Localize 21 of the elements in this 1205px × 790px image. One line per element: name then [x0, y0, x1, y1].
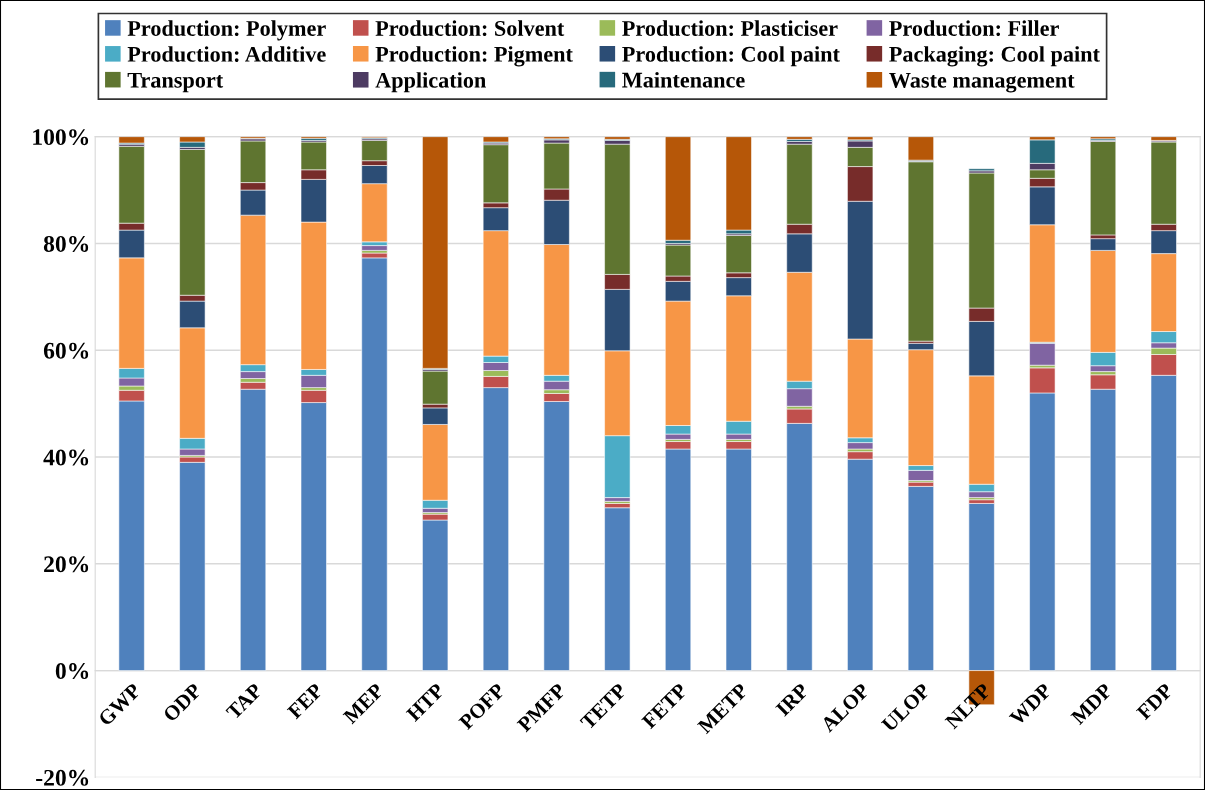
y-tick-label: 60%: [43, 342, 89, 359]
legend-label: Production: Additive: [127, 46, 326, 62]
legend-label: Production: Plasticiser: [622, 20, 838, 37]
x-tick-label: TAP: [225, 682, 263, 721]
legend-label: Transport: [127, 72, 224, 93]
y-tick-label: 0%: [55, 663, 89, 680]
y-tick-label: 80%: [43, 235, 89, 252]
y-tick-label: 40%: [43, 449, 89, 466]
y-tick-label: -20%: [36, 769, 89, 786]
legend-label: Production: Solvent: [375, 20, 565, 37]
legend-label: Packaging: Cool paint: [889, 46, 1100, 67]
legend-label: Application: [375, 72, 486, 93]
y-tick-label: 100%: [33, 129, 89, 146]
legend-label: Production: Polymer: [127, 20, 326, 41]
legend-label: Maintenance: [622, 71, 745, 88]
x-tick-label: IRP: [775, 682, 810, 717]
legend-label: Production: Pigment: [375, 46, 573, 67]
legend-label: Waste management: [889, 73, 1075, 93]
legend-label: Production: Cool paint: [622, 46, 840, 67]
legend-label: Production: Filler: [889, 20, 1059, 37]
y-tick-label: 20%: [44, 556, 89, 573]
